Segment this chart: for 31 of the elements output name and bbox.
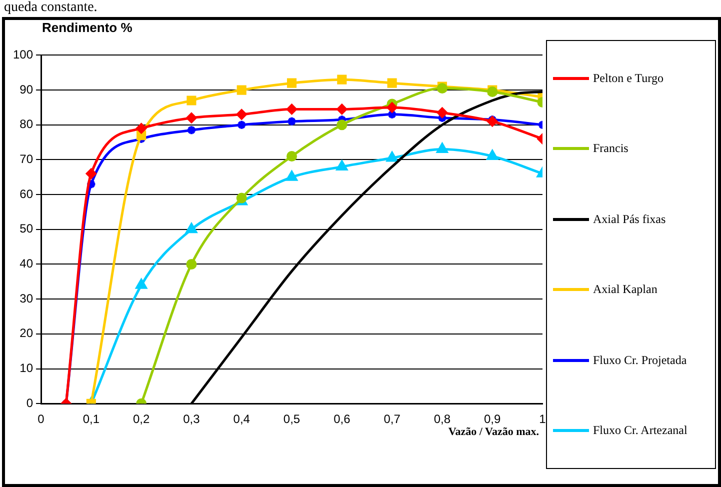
x-tick-label: 0,2	[132, 412, 150, 426]
x-tick-label: 0,8	[434, 412, 451, 426]
legend-label: Fluxo Cr. Projetada	[593, 352, 687, 368]
y-tick-label: 70	[20, 152, 34, 166]
x-axis-title: Vazão / Vazão max.	[448, 426, 539, 438]
x-tick-label: 1	[539, 412, 546, 426]
x-tick-label: 0	[38, 412, 45, 426]
x-tick-label: 0,4	[233, 412, 250, 426]
y-tick-label: 80	[20, 117, 34, 132]
y-tick-label: 10	[20, 361, 34, 376]
x-tick-label: 0,9	[484, 412, 502, 426]
y-tick-label: 60	[20, 186, 34, 201]
x-tick-label: 0,5	[283, 412, 300, 426]
y-tick-label: 50	[20, 222, 34, 236]
legend-label: Axial Kaplan	[593, 282, 658, 298]
x-tick-label: 0,1	[82, 412, 100, 426]
legend-label: Fluxo Cr. Artezanal	[593, 423, 688, 438]
legend-label: Axial Pás fixas	[593, 212, 666, 227]
legend-label: Pelton e Turgo	[593, 70, 664, 86]
y-tick-label: 100	[12, 48, 34, 62]
legend-label: Francis	[593, 141, 628, 156]
y-tick-label: 40	[20, 256, 34, 271]
y-tick-label: 90	[20, 82, 34, 96]
x-tick-label: 0,3	[183, 412, 200, 426]
y-tick-label: 30	[20, 291, 34, 306]
y-tick-label: 20	[20, 326, 34, 340]
y-tick-label: 0	[26, 396, 34, 410]
text: queda constante.	[4, 0, 98, 16]
y-axis-title: Rendimento %	[42, 20, 132, 35]
x-tick-label: 0,7	[384, 412, 401, 426]
x-tick-label: 0,6	[334, 412, 351, 426]
